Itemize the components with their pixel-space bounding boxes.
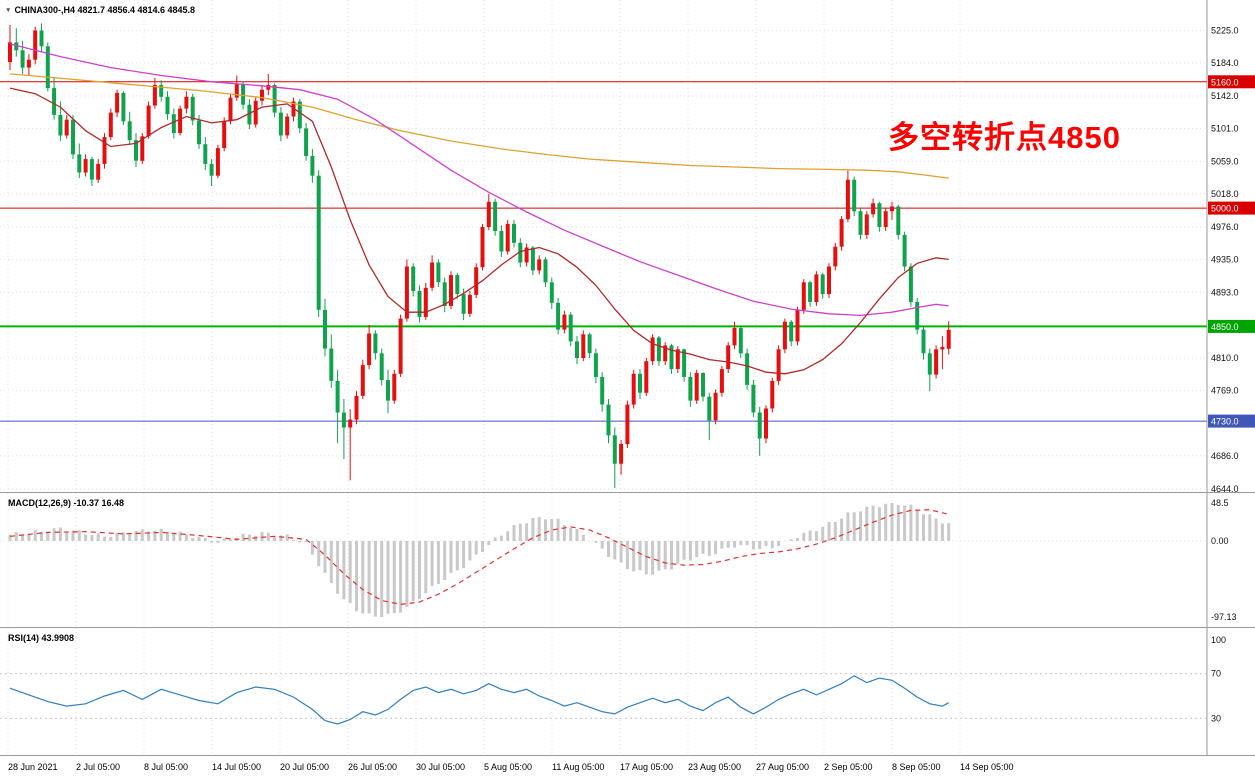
price-panel: 5225.0 5184.0 5142.0 5101.0 5059.0 5018.0 4976…: [0, 0, 1255, 492]
price-axis-labels: 5225.0 5184.0 5142.0 5101.0 5059.0 5018.0 4976…: [1206, 0, 1239, 492]
macd-label: MACD(12,26,9) -10.37 16.48: [8, 498, 125, 508]
collapse-triangle-icon[interactable]: ▼: [5, 7, 12, 14]
svg-text:30: 30: [1211, 713, 1221, 723]
time-label: 27 Aug 05:00: [756, 762, 810, 772]
time-label: 5 Aug 05:00: [484, 762, 533, 772]
macd-plot[interactable]: 48.5 0.00 -97.13: [0, 493, 1255, 627]
rsi-line: [9, 675, 949, 725]
svg-text:4850.0: 4850.0: [1211, 322, 1239, 332]
svg-text:5225.0: 5225.0: [1211, 26, 1239, 36]
time-label: 28 Jun 2021: [8, 762, 58, 772]
macd-panel: 48.5 0.00 -97.13 MACD(12,26,9) -10.37 16.4…: [0, 493, 1255, 627]
annotation-text: 多空转折点4850: [888, 120, 1121, 155]
svg-text:4935.0: 4935.0: [1211, 254, 1239, 264]
svg-text:4810.0: 4810.0: [1211, 353, 1239, 363]
macd-axis-labels: 48.5 0.00 -97.13: [1206, 493, 1237, 627]
svg-text:4644.0: 4644.0: [1211, 484, 1239, 492]
svg-text:-97.13: -97.13: [1211, 612, 1237, 622]
svg-text:100: 100: [1211, 635, 1226, 645]
svg-text:5160.0: 5160.0: [1211, 77, 1239, 87]
time-label: 2 Sep 05:00: [824, 762, 873, 772]
rsi-plot[interactable]: 100 70 30: [0, 628, 1255, 755]
panel-separator: [0, 755, 1255, 756]
panel-separator[interactable]: [0, 492, 1255, 493]
time-label: 26 Jul 05:00: [348, 762, 398, 772]
rsi-label: RSI(14) 43.9908: [8, 633, 75, 643]
time-label: 11 Aug 05:00: [552, 762, 605, 772]
time-label: 14 Sep 05:00: [960, 762, 1014, 772]
time-label: 8 Sep 05:00: [892, 762, 941, 772]
chart-title: ▼ CHINA300-,H4 4821.7 4856.4 4814.6 4845.…: [5, 5, 195, 15]
time-label: 23 Aug 05:00: [688, 762, 742, 772]
svg-text:4769.0: 4769.0: [1211, 385, 1239, 395]
time-axis[interactable]: 28 Jun 2021 2 Jul 05:00 8 Jul 05:00 14 Jul …: [0, 756, 1255, 779]
rsi-panel: 100 70 30 RSI(14) 43.9908: [0, 628, 1255, 755]
svg-text:4730.0: 4730.0: [1211, 417, 1239, 427]
svg-text:5000.0: 5000.0: [1211, 204, 1239, 214]
time-label: 17 Aug 05:00: [620, 762, 674, 772]
ma-darkred-line: [9, 87, 949, 375]
price-badges: 5160.0 5000.0 4850.0 4730.0: [1208, 75, 1255, 428]
time-label: 20 Jul 05:00: [280, 762, 330, 772]
svg-text:48.5: 48.5: [1211, 498, 1229, 508]
macd-signal-line: [9, 509, 949, 606]
grid-lines: [0, 628, 1207, 755]
chart-title-text: CHINA300-,H4 4821.7 4856.4 4814.6 4845.8: [14, 5, 196, 15]
svg-text:5018.0: 5018.0: [1211, 189, 1239, 199]
svg-text:4893.0: 4893.0: [1211, 288, 1239, 298]
horizontal-level-lines: [0, 81, 1207, 422]
svg-text:70: 70: [1211, 669, 1221, 679]
time-label: 14 Jul 05:00: [212, 762, 262, 772]
rsi-axis-labels: 100 70 30: [1206, 628, 1226, 755]
ma-orange-line: [9, 73, 949, 179]
time-label: 8 Jul 05:00: [144, 762, 189, 772]
svg-text:5059.0: 5059.0: [1211, 157, 1239, 167]
panel-separator[interactable]: [0, 627, 1255, 628]
price-chart-plot[interactable]: 5225.0 5184.0 5142.0 5101.0 5059.0 5018.0 4976…: [0, 0, 1255, 492]
svg-text:4976.0: 4976.0: [1211, 222, 1239, 232]
svg-text:5142.0: 5142.0: [1211, 91, 1239, 101]
candlesticks: [8, 23, 951, 489]
grid-lines: [0, 493, 1207, 627]
time-label: 2 Jul 05:00: [76, 762, 121, 772]
macd-histogram: [8, 503, 951, 617]
svg-text:0.00: 0.00: [1211, 536, 1229, 546]
svg-text:5101.0: 5101.0: [1211, 123, 1239, 133]
ma-magenta-line: [9, 43, 949, 317]
svg-text:4686.0: 4686.0: [1211, 451, 1239, 461]
time-label: 30 Jul 05:00: [416, 762, 466, 772]
svg-text:5184.0: 5184.0: [1211, 58, 1239, 68]
